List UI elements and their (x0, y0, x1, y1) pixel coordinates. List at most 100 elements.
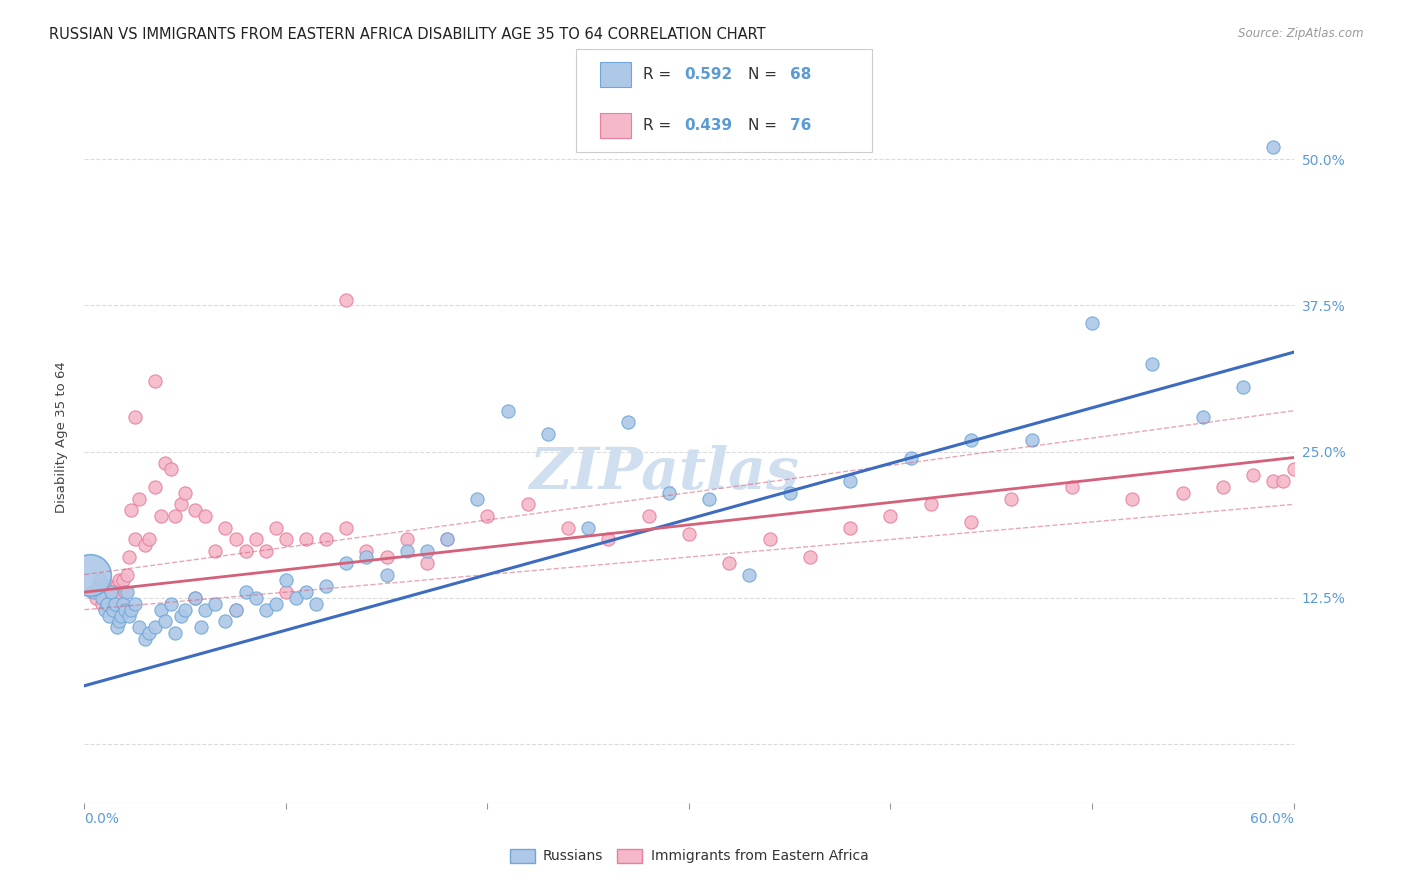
Point (758, 533, 780, 547)
Point (153, 457, 176, 471)
Point (101, 603, 124, 617)
Point (375, 549, 398, 564)
Point (1142, 357, 1164, 371)
Point (1232, 380, 1254, 394)
Point (115, 585, 138, 599)
Point (214, 521, 236, 535)
Point (118, 608, 141, 623)
Point (1121, 491, 1143, 506)
Point (274, 533, 297, 547)
Point (118, 549, 141, 564)
Point (101, 585, 124, 599)
Point (295, 585, 318, 599)
Point (91, 597, 114, 611)
Point (184, 503, 207, 517)
Point (960, 433, 983, 447)
Text: R =: R = (643, 119, 676, 133)
Text: 68: 68 (790, 68, 811, 82)
Point (115, 567, 138, 582)
Point (1241, 468, 1264, 483)
Point (315, 579, 337, 593)
Point (96, 597, 118, 611)
Point (87, 579, 110, 593)
Point (436, 533, 458, 547)
Point (658, 485, 681, 500)
Point (194, 509, 217, 524)
Point (110, 608, 132, 623)
Text: 0.592: 0.592 (685, 68, 733, 82)
Point (120, 503, 142, 517)
Point (143, 375, 166, 389)
Point (111, 574, 134, 588)
Text: 60.0%: 60.0% (1250, 812, 1294, 826)
Point (598, 533, 620, 547)
Point (839, 474, 862, 488)
Point (1272, 474, 1295, 488)
Point (120, 603, 142, 617)
Point (1081, 316, 1104, 330)
Point (190, 620, 212, 634)
Point (245, 591, 267, 605)
Point (738, 567, 761, 582)
Point (114, 603, 136, 617)
Point (83, 585, 105, 599)
Point (416, 544, 439, 558)
Point (165, 509, 187, 524)
Point (86, 591, 108, 605)
Point (89, 579, 111, 593)
Point (104, 597, 127, 611)
Point (1000, 491, 1022, 506)
Point (82, 585, 104, 599)
Point (617, 416, 640, 430)
Point (170, 608, 193, 623)
Point (678, 526, 700, 541)
Point (225, 603, 247, 617)
Text: N =: N = (748, 119, 782, 133)
Point (214, 615, 236, 629)
Point (143, 480, 166, 494)
Point (1263, 474, 1285, 488)
Point (920, 497, 942, 511)
Point (264, 521, 287, 535)
Point (107, 615, 129, 629)
Text: ZIPatlas: ZIPatlas (530, 445, 800, 502)
Point (128, 491, 150, 506)
Point (235, 585, 257, 599)
Point (1212, 480, 1234, 494)
Point (93, 603, 115, 617)
Point (295, 533, 318, 547)
Point (335, 521, 357, 535)
Point (1282, 462, 1305, 476)
Point (225, 533, 247, 547)
Point (79, 567, 101, 582)
Point (184, 591, 207, 605)
Point (900, 450, 922, 465)
Point (375, 567, 398, 582)
Point (165, 626, 187, 640)
Point (97, 579, 120, 593)
Text: 0.0%: 0.0% (84, 812, 120, 826)
Point (1263, 140, 1285, 154)
Point (395, 533, 418, 547)
Point (104, 597, 127, 611)
Point (204, 544, 226, 558)
Point (416, 556, 439, 570)
Point (107, 574, 129, 588)
Point (516, 497, 538, 511)
Point (477, 509, 499, 524)
Point (149, 603, 172, 617)
Point (1021, 433, 1043, 447)
Point (93, 591, 115, 605)
Point (110, 591, 132, 605)
Point (537, 427, 560, 442)
Point (184, 591, 207, 605)
Point (96, 585, 118, 599)
Point (170, 497, 193, 511)
Point (134, 632, 156, 646)
Point (356, 544, 378, 558)
Point (143, 620, 166, 634)
Point (960, 515, 983, 529)
Point (124, 409, 146, 424)
Point (274, 574, 297, 588)
Text: R =: R = (643, 68, 676, 82)
